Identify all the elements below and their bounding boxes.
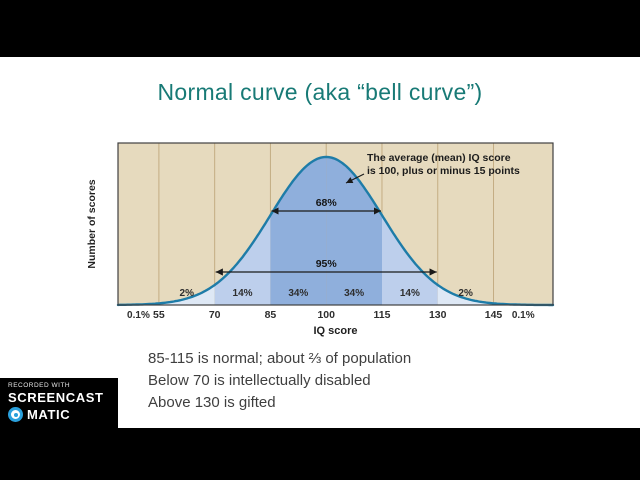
- x-tick-label: 145: [485, 309, 503, 321]
- iq-bell-curve-chart: 0.1% 2% 14% 34% 34% 14% 2% 0.1% 55 70 85 100 115 130 1…: [82, 141, 560, 341]
- segment-percent-label: 14%: [233, 288, 253, 299]
- x-tick-label: 115: [373, 309, 390, 321]
- segment-percent-label: 34%: [288, 288, 308, 299]
- x-tick-label: 85: [265, 309, 277, 321]
- bell-curve-svg: 0.1%2% 14% 34% 34% 14% 2%0.1%55 70 85 100 115 130 1…: [86, 142, 555, 337]
- screencast-o-matic-watermark: RECORDED WITH SCREENCAST MATIC: [0, 378, 118, 480]
- segment-percent-label: 14%: [400, 288, 420, 299]
- recorded-with-label: RECORDED WITH: [8, 382, 71, 389]
- annotation-text: The average (mean) IQ score: [367, 152, 511, 164]
- watermark-brand-row: MATIC: [8, 407, 118, 422]
- screencast-o-matic-logo-icon: [8, 407, 23, 422]
- watermark-brand-top: SCREENCAST: [8, 390, 104, 405]
- plot-border: [117, 142, 554, 306]
- slide-title: Normal curve (aka “bell curve”): [157, 79, 483, 105]
- x-tick-label: 55: [153, 309, 165, 321]
- tail-percent-label: 0.1%: [127, 310, 150, 321]
- slide: Normal curve (aka “bell curve”) 0.1% 2% 14…: [0, 57, 640, 428]
- region-fill: [437, 285, 494, 305]
- segment-percent-label: 2%: [180, 288, 195, 299]
- note-line: Above 130 is gifted: [148, 394, 276, 411]
- watermark-brand-bottom: MATIC: [27, 407, 71, 422]
- x-tick-label: 130: [429, 309, 447, 321]
- note-line: 85-115 is normal; about ⅔ of population: [148, 350, 412, 367]
- segment-percent-label: 34%: [344, 288, 364, 299]
- x-axis-title: IQ score: [313, 325, 357, 337]
- segment-percent-label: 2%: [458, 288, 473, 299]
- range-arrow-label: 95%: [316, 258, 338, 270]
- y-axis-title: Number of scores: [86, 179, 98, 268]
- range-arrow-label: 68%: [316, 197, 338, 209]
- region-fill: [158, 285, 215, 305]
- annotation-text: is 100, plus or minus 15 points: [367, 165, 520, 177]
- annotation-arrow: [345, 173, 365, 184]
- tail-percent-label: 0.1%: [512, 310, 535, 321]
- x-tick-label: 70: [209, 309, 221, 321]
- bell-curve: [116, 155, 555, 307]
- x-tick-label: 100: [317, 309, 335, 321]
- slide-notes: 85-115 is normal; about ⅔ of population …: [148, 348, 411, 414]
- note-line: Below 70 is intellectually disabled: [148, 372, 371, 389]
